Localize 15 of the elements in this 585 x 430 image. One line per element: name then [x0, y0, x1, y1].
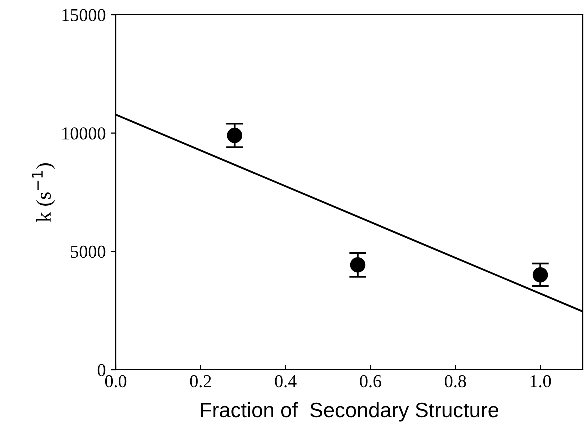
y-tick-label: 15000 [62, 9, 106, 22]
x-tick-label: 0.6 [360, 375, 382, 388]
x-tick-label: 0.0 [105, 375, 127, 388]
x-tick-label: 0.4 [275, 375, 297, 388]
y-tick-label: 10000 [62, 128, 106, 140]
point [350, 258, 366, 273]
x-tick-label: 0.8 [445, 375, 466, 388]
point [227, 128, 243, 144]
point [532, 267, 548, 283]
x-tick-label: 1.0 [530, 375, 552, 388]
y-tick-label: 0 [98, 364, 106, 376]
x-tick-label: 0.2 [190, 375, 212, 388]
x-axis-title: Fraction of Secondary Structure [201, 402, 499, 422]
y-axis-title: k (s$^{−1}$) [32, 164, 56, 222]
y-tick-label: 5000 [71, 246, 106, 258]
